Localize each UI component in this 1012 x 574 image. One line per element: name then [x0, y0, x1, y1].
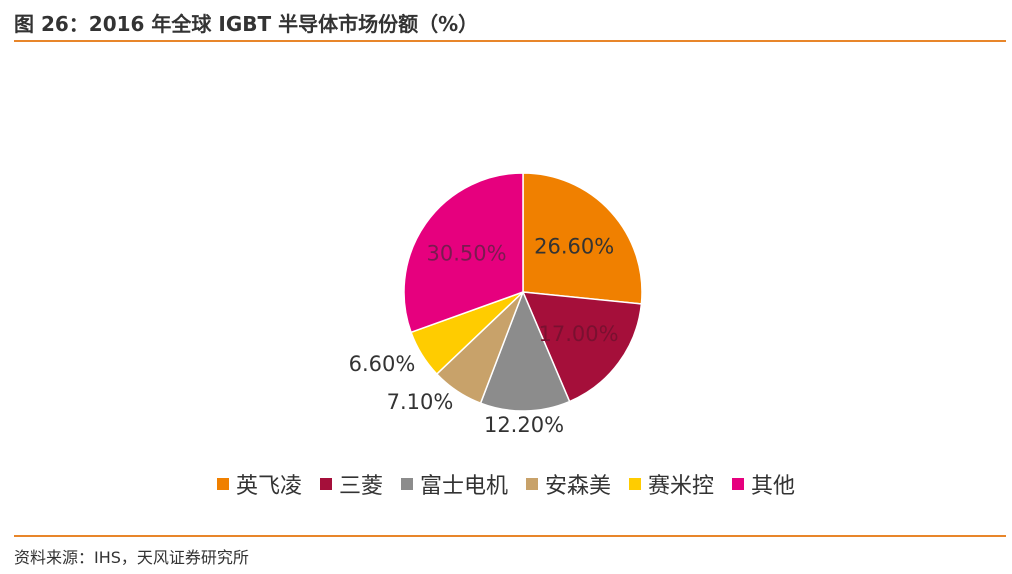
legend-label: 其他: [751, 474, 796, 499]
legend-item: 安森美: [526, 468, 611, 500]
data-label: 6.60%: [349, 352, 416, 376]
legend-item: 富士电机: [400, 468, 508, 500]
data-label: 26.60%: [534, 235, 614, 259]
legend-label: 英飞凌: [235, 474, 302, 499]
legend-item: 其他: [732, 468, 795, 500]
pie-slice: [522, 172, 643, 305]
top-divider: [14, 40, 1006, 42]
legend-swatch: [526, 478, 538, 490]
legend-label: 富士电机: [419, 474, 508, 499]
legend-label: 赛米控: [648, 474, 715, 499]
legend-item: 三菱: [319, 468, 383, 500]
legend-label: 安森美: [545, 474, 612, 499]
legend-item: 赛米控: [629, 468, 714, 500]
legend-swatch: [216, 478, 229, 490]
legend-label: 三菱: [338, 474, 383, 499]
data-label: 30.50%: [426, 241, 506, 265]
bottom-divider: [14, 535, 1006, 537]
legend-swatch: [732, 478, 745, 490]
data-label: 7.10%: [387, 390, 454, 414]
legend-item: 英飞凌: [216, 468, 302, 500]
data-label: 17.00%: [539, 322, 619, 346]
pie-chart: 26.60% 17.00% 12.20% 7.10% 6.60% 30.50%: [349, 172, 643, 437]
pie-slice: [479, 289, 571, 412]
legend-swatch: [629, 478, 642, 490]
data-label: 12.20%: [484, 413, 564, 437]
legend-swatch: [319, 478, 332, 490]
chart-title: 图 26：2016 年全球 IGBT 半导体市场份额（%）: [14, 12, 479, 36]
legend-swatch: [400, 478, 413, 490]
source-note: 资料来源：IHS，天风证券研究所: [14, 548, 249, 567]
chart-legend: 英飞凌 三菱 富士电机 安森美 赛米控 其他: [0, 468, 1012, 500]
pie-slice: [521, 291, 643, 403]
pie-slice: [403, 172, 524, 334]
